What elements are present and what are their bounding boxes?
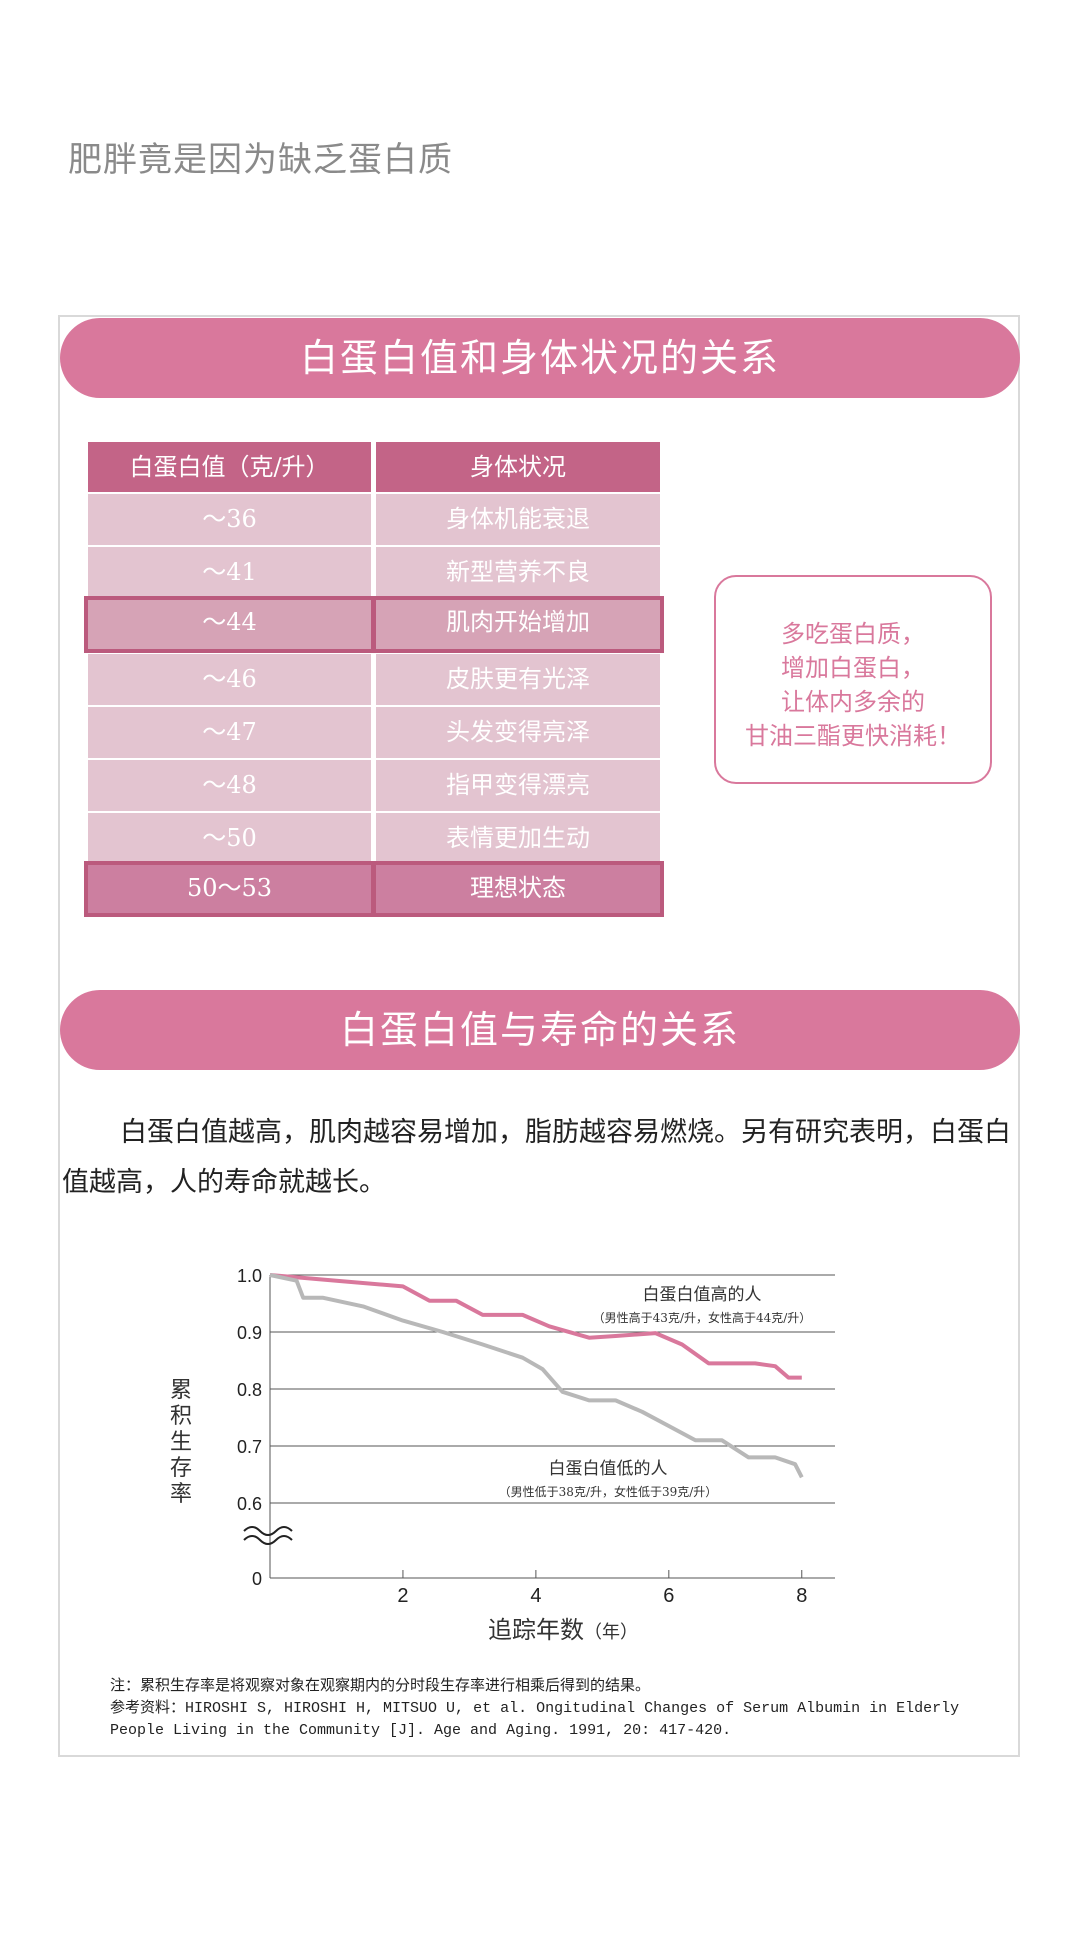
- ylabel-char: 积: [169, 1404, 192, 1429]
- chart-xlabel: 追踪年数（年）: [488, 1610, 638, 1645]
- series-line-low: [269, 1273, 804, 1479]
- section1-banner: 白蛋白值和身体状况的关系: [60, 318, 1020, 398]
- y-tick-label: 0.7: [237, 1437, 262, 1457]
- series-line-high: [269, 1273, 802, 1380]
- series-label-low-name: 白蛋白值低的人: [549, 1459, 668, 1479]
- page-title: 肥胖竟是因为缺乏蛋白质: [68, 140, 453, 180]
- table-cell-value-ideal: 50～53: [84, 861, 375, 917]
- callout-line: 增加白蛋白，: [781, 654, 925, 682]
- table-cell-value: ～41: [88, 547, 371, 598]
- table-cell-status: 表情更加生动: [376, 813, 660, 864]
- table-cell-status-ideal: 理想状态: [372, 861, 664, 917]
- table-cell-value-highlight: ～44: [84, 596, 375, 653]
- table-cell-value: ～46: [88, 654, 371, 705]
- y-tick-label: 0.6: [237, 1494, 262, 1514]
- callout-line: 让体内多余的: [781, 688, 925, 716]
- series-label-high-name: 白蛋白值高的人: [643, 1285, 762, 1305]
- reference-text: HIROSHI S, HIROSHI H, MITSUO U, et al. O…: [110, 1700, 960, 1739]
- callout-line: 甘油三酯更快消耗！: [745, 722, 961, 750]
- table-cell-status: 皮肤更有光泽: [376, 654, 660, 705]
- ylabel-char: 生: [169, 1430, 192, 1455]
- y-tick-label: 0.9: [237, 1323, 262, 1343]
- series-label-high-note: （男性高于43克/升，女性高于44克/升）: [593, 1310, 812, 1325]
- x-tick-label: 6: [663, 1585, 674, 1607]
- callout-bubble: 多吃蛋白质， 增加白蛋白， 让体内多余的 甘油三酯更快消耗！: [714, 575, 992, 784]
- table-cell-status-highlight: 肌肉开始增加: [372, 596, 664, 653]
- table-cell-value: ～36: [88, 494, 371, 545]
- footnote-reference: 参考资料：HIROSHI S, HIROSHI H, MITSUO U, et …: [110, 1696, 1010, 1742]
- x-tick-label: 8: [796, 1585, 807, 1607]
- table-cell-status: 头发变得亮泽: [376, 707, 660, 758]
- body-paragraph: 白蛋白值越高，肌肉越容易增加，脂肪越容易燃烧。另有研究表明，白蛋白值越高，人的寿…: [62, 1117, 1011, 1198]
- y-tick-label: 1.0: [237, 1266, 262, 1286]
- chart-xlabel-unit: （年）: [584, 1622, 638, 1643]
- table-cell-value: ～50: [88, 813, 371, 864]
- table-header-value: 白蛋白值（克/升）: [88, 442, 371, 492]
- callout-line: 多吃蛋白质，: [781, 620, 925, 648]
- ylabel-char: 率: [169, 1482, 192, 1507]
- table-cell-value: ～48: [88, 760, 371, 811]
- footnote: 注：累积生存率是将观察对象在观察期内的分时段生存率进行相乘后得到的结果。 参考资…: [110, 1674, 1010, 1742]
- x-tick-label: 2: [397, 1585, 408, 1607]
- chart-xlabel-text: 追踪年数: [488, 1616, 584, 1644]
- reference-label: 参考资料：: [110, 1698, 186, 1716]
- axis-break-mark: [243, 1526, 293, 1536]
- footnote-note: 注：累积生存率是将观察对象在观察期内的分时段生存率进行相乘后得到的结果。: [110, 1676, 651, 1694]
- ylabel-char: 累: [169, 1378, 192, 1403]
- y-tick-label: 0: [252, 1569, 262, 1589]
- ylabel-char: 存: [169, 1456, 192, 1481]
- axis-break-mark: [243, 1535, 293, 1545]
- survival-chart: 1.0 0.9 0.8 0.7 0.6 0 2 4 6 8 白蛋白值高的人 （男性高于43克/升，女性…: [237, 1266, 835, 1607]
- y-tick-label: 0.8: [237, 1380, 262, 1400]
- table-header-status: 身体状况: [376, 442, 660, 492]
- section2-banner: 白蛋白值与寿命的关系: [60, 990, 1020, 1070]
- x-tick-label: 4: [530, 1585, 541, 1607]
- table-cell-status: 身体机能衰退: [376, 494, 660, 545]
- table-cell-status: 指甲变得漂亮: [376, 760, 660, 811]
- table-cell-value: ～47: [88, 707, 371, 758]
- table-cell-status: 新型营养不良: [376, 547, 660, 598]
- series-label-low-note: （男性低于38克/升，女性低于39克/升）: [499, 1484, 718, 1499]
- chart-ylabel: 累积生存率: [166, 1378, 196, 1508]
